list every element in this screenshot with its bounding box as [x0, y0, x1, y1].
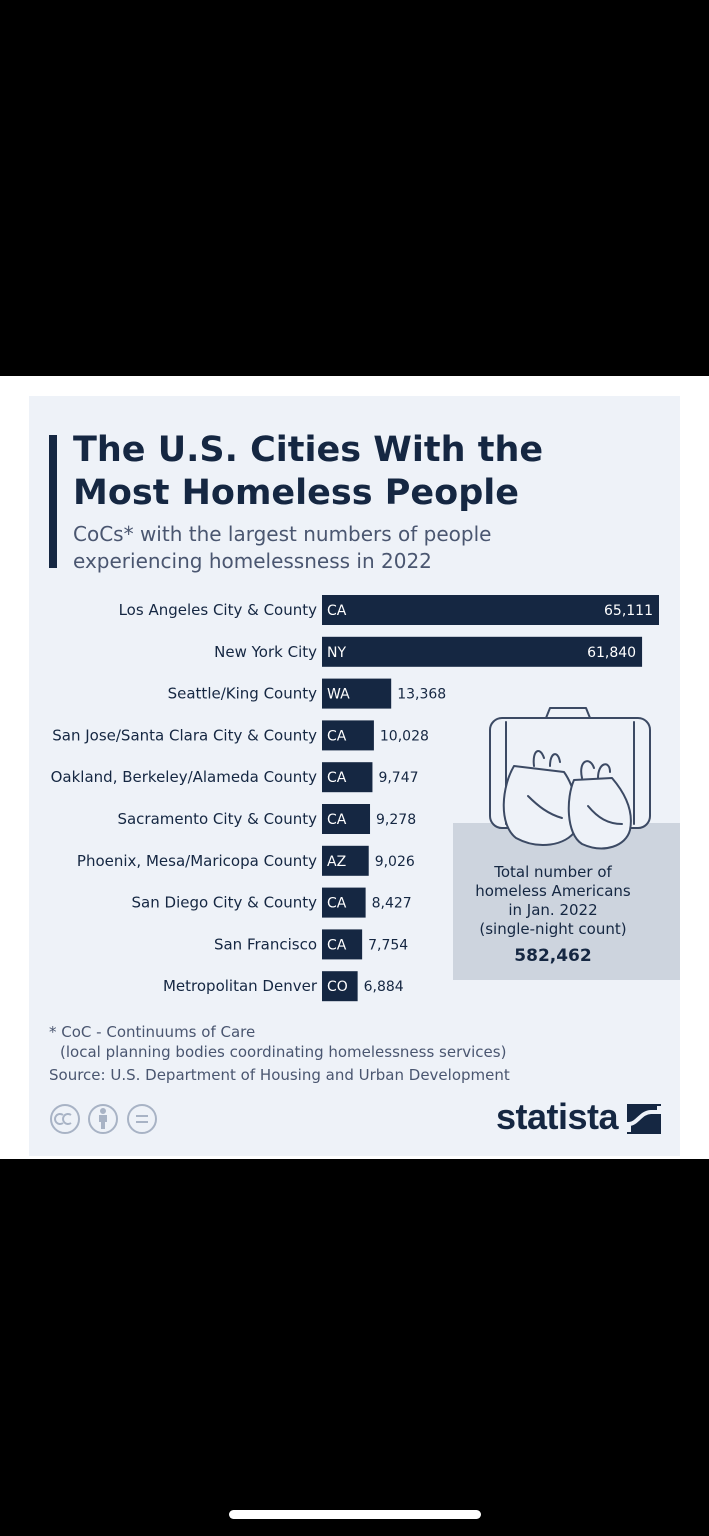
state-label: CA	[327, 728, 347, 744]
bar	[322, 595, 659, 625]
no-derivatives-icon[interactable]	[127, 1104, 157, 1134]
footnote-line-1: * CoC - Continuums of Care	[49, 1023, 256, 1041]
value-label: 9,278	[376, 812, 416, 828]
category-label: Phoenix, Mesa/Maricopa County	[77, 852, 317, 870]
bar	[322, 720, 374, 751]
category-label: Metropolitan Denver	[163, 977, 318, 995]
chart-title-line-2: Most Homeless People	[73, 473, 519, 513]
bar	[322, 887, 366, 918]
state-label: CO	[327, 979, 348, 995]
category-label: Los Angeles City & County	[119, 601, 318, 619]
state-label: CA	[327, 812, 347, 828]
state-label: NY	[327, 645, 346, 661]
source-line: Source: U.S. Department of Housing and U…	[49, 1066, 510, 1084]
bar	[322, 762, 373, 793]
value-label: 13,368	[397, 687, 446, 703]
callout-label-line-1: Total number of	[494, 863, 612, 881]
chart-subtitle-line-1: CoCs* with the largest numbers of people	[73, 522, 492, 546]
total-callout-box	[453, 823, 680, 980]
home-indicator[interactable]	[229, 1510, 481, 1519]
value-label: 9,026	[375, 854, 415, 870]
category-label: San Francisco	[214, 935, 317, 953]
state-label: CA	[327, 937, 347, 953]
state-label: AZ	[327, 854, 346, 870]
value-label: 8,427	[372, 896, 412, 912]
category-label: San Jose/Santa Clara City & County	[52, 726, 317, 744]
value-label: 65,111	[604, 603, 653, 619]
value-label: 10,028	[380, 728, 429, 744]
chart-subtitle-line-2: experiencing homelessness in 2022	[73, 549, 432, 573]
bar	[322, 804, 371, 834]
bar	[322, 845, 369, 876]
value-label: 61,840	[587, 645, 636, 661]
value-label: 9,747	[378, 770, 418, 786]
callout-total-value: 582,462	[514, 946, 592, 966]
attribution-icon[interactable]	[88, 1104, 118, 1134]
callout-label-line-3: in Jan. 2022	[508, 901, 598, 919]
statista-logo-icon[interactable]	[627, 1104, 661, 1134]
title-accent-bar	[49, 435, 57, 568]
bar	[322, 636, 643, 667]
state-label: CA	[327, 603, 347, 619]
category-label: Seattle/King County	[168, 685, 318, 703]
state-label: WA	[327, 687, 350, 703]
bar	[322, 971, 358, 1002]
category-label: Oakland, Berkeley/Alameda County	[51, 768, 317, 786]
callout-label-line-4: (single-night count)	[479, 920, 627, 938]
callout-label-line-2: homeless Americans	[475, 882, 631, 900]
license-icons	[50, 1104, 157, 1134]
category-label: New York City	[214, 643, 317, 661]
bar	[322, 678, 392, 709]
state-label: CA	[327, 770, 347, 786]
footnote-line-2: (local planning bodies coordinating home…	[60, 1043, 507, 1061]
chart-title-line-1: The U.S. Cities With the	[73, 430, 544, 470]
bar	[322, 929, 363, 960]
cc-icon[interactable]	[50, 1104, 80, 1134]
statista-logo-text[interactable]: statista	[496, 1096, 619, 1137]
category-label: Sacramento City & County	[117, 810, 317, 828]
value-label: 7,754	[368, 937, 408, 953]
category-label: San Diego City & County	[132, 894, 318, 912]
value-label: 6,884	[364, 979, 404, 995]
state-label: CA	[327, 896, 347, 912]
luggage-bags-icon	[489, 707, 651, 850]
